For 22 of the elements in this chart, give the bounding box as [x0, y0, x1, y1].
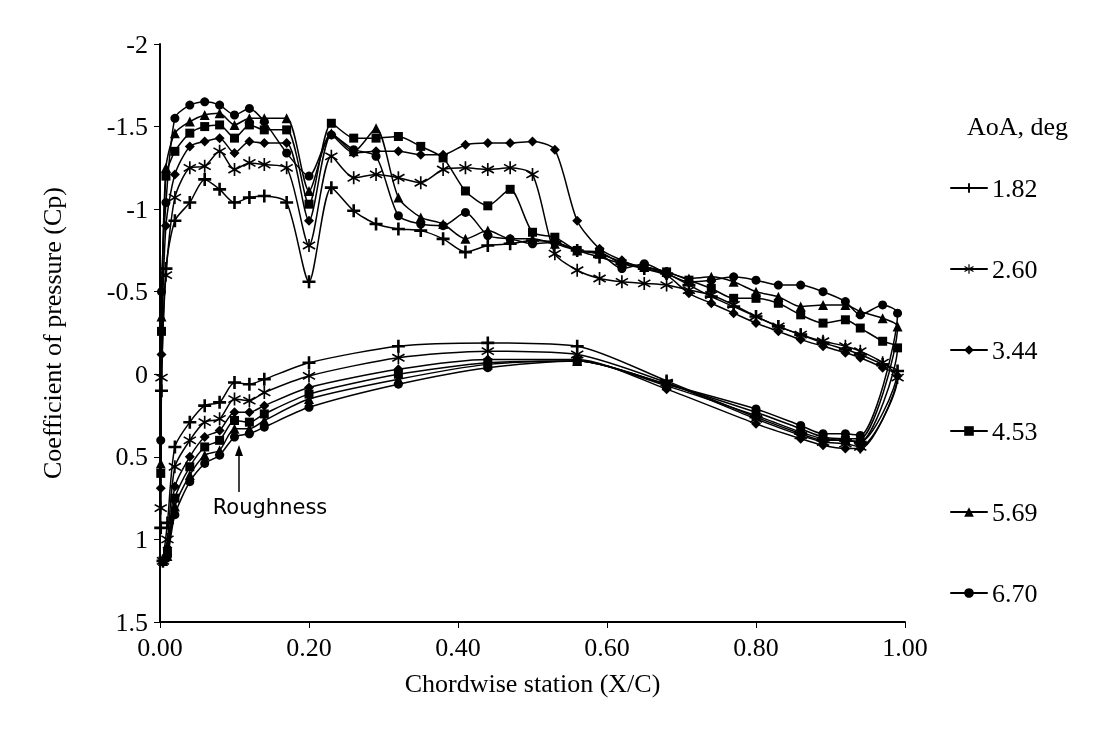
y-tick-label: 0.5	[115, 442, 148, 472]
y-tick-label: -2	[126, 29, 148, 59]
y-tick-label: -1	[126, 194, 148, 224]
y-tick-label: -0.5	[106, 277, 148, 307]
x-axis-title: Chordwise station (X/C)	[404, 668, 661, 698]
legend-label: 5.69	[992, 497, 1038, 527]
y-tick-label: 0	[135, 359, 148, 389]
y-tick-label: 1	[135, 524, 148, 554]
y-axis-title: Coefficient of pressure (Cp)	[37, 187, 67, 479]
legend-label: 3.44	[992, 335, 1038, 365]
legend-title: AoA, deg	[967, 111, 1069, 141]
y-tick-label: -1.5	[106, 112, 148, 142]
x-tick-label: 0.80	[733, 632, 779, 662]
x-tick-label: 0.60	[584, 632, 630, 662]
legend-label: 6.70	[992, 578, 1038, 608]
x-tick-label: 0.20	[286, 632, 332, 662]
legend-label: 2.60	[992, 254, 1038, 284]
legend-label: 4.53	[992, 416, 1038, 446]
x-tick-label: 0.40	[435, 632, 481, 662]
annotation: Roughness	[212, 494, 328, 519]
legend-label: 1.82	[992, 173, 1038, 203]
x-tick-label: 1.00	[882, 632, 928, 662]
